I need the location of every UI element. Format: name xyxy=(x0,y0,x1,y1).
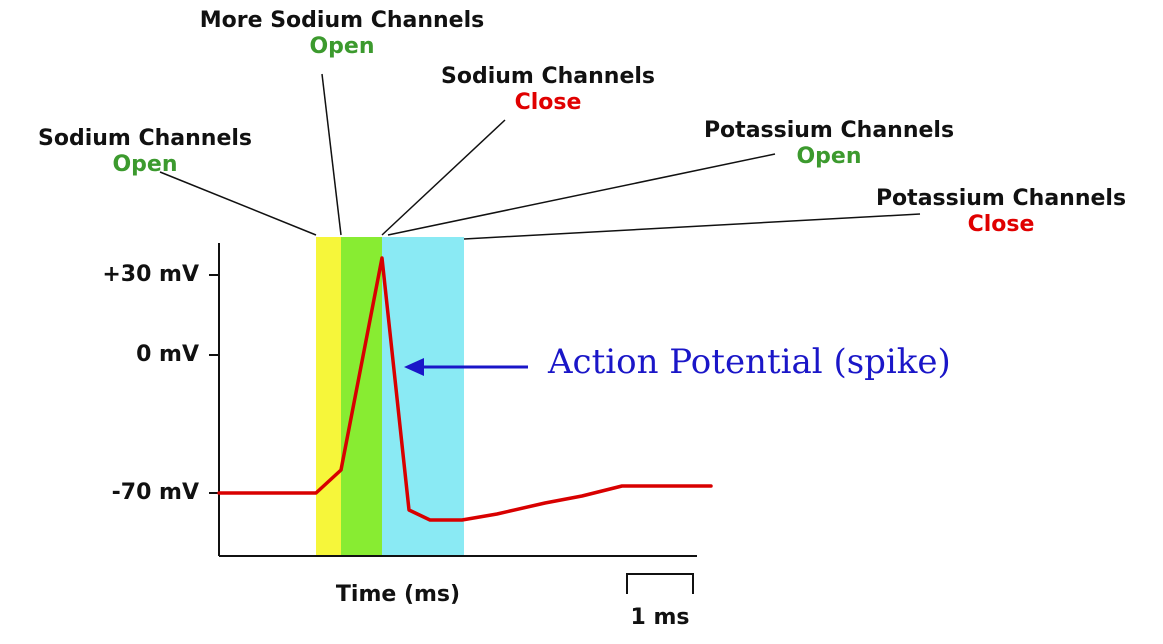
action-potential-trace xyxy=(217,256,713,522)
phase-state: Open xyxy=(309,34,375,59)
annotation-arrow-head xyxy=(404,358,424,376)
y-tick-label-zero: 0 mV xyxy=(136,342,199,367)
leader-more-sodium-open xyxy=(321,73,342,236)
band-potassium-open xyxy=(382,237,464,556)
phase-state: Close xyxy=(967,212,1035,237)
phase-label-potassium-open: Potassium Channels Open xyxy=(704,118,954,170)
y-tick-label-minus70: -70 mV xyxy=(111,480,199,505)
phase-state: Close xyxy=(514,90,582,115)
scale-bar-label: 1 ms xyxy=(630,605,690,630)
phase-title: Potassium Channels xyxy=(875,186,1127,211)
phase-state: Open xyxy=(796,144,862,169)
phase-title: Sodium Channels xyxy=(440,64,656,89)
scale-bar xyxy=(626,573,694,594)
phase-title: Potassium Channels xyxy=(703,118,955,143)
leader-potassium-open xyxy=(387,153,776,236)
phase-label-sodium-open: Sodium Channels Open xyxy=(38,126,252,178)
leader-potassium-close xyxy=(463,213,921,240)
action-potential-annotation: Action Potential (spike) xyxy=(548,342,951,382)
leader-sodium-open xyxy=(159,171,317,236)
leader-sodium-close xyxy=(381,119,506,236)
band-sodium-open xyxy=(316,237,341,556)
x-axis-label: Time (ms) xyxy=(335,582,461,607)
phase-state: Open xyxy=(112,152,178,177)
y-tick-label-plus30: +30 mV xyxy=(102,262,199,287)
phase-label-more-sodium-open: More Sodium Channels Open xyxy=(200,8,484,60)
phase-label-sodium-close: Sodium Channels Close xyxy=(441,64,655,116)
phase-label-potassium-close: Potassium Channels Close xyxy=(876,186,1126,238)
phase-title: Sodium Channels xyxy=(37,126,253,151)
phase-title: More Sodium Channels xyxy=(199,8,485,33)
